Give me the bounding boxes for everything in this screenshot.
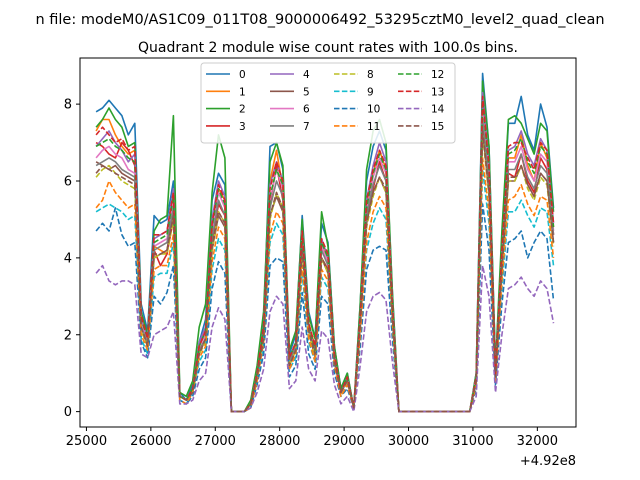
legend-label-15: 15 (431, 121, 444, 133)
legend-label-8: 8 (367, 69, 374, 81)
legend-label-7: 7 (303, 121, 310, 133)
x-tick-label: 28000 (259, 434, 300, 449)
legend-label-0: 0 (239, 69, 246, 81)
legend-box (200, 62, 456, 144)
x-tick-label: 29000 (323, 434, 364, 449)
legend-label-5: 5 (303, 86, 310, 98)
legend-label-14: 14 (431, 104, 445, 116)
y-tick-label: 2 (64, 328, 72, 343)
series-line-9 (95, 168, 555, 413)
series-layer (95, 72, 555, 413)
legend-label-10: 10 (367, 104, 380, 116)
legend-label-11: 11 (367, 121, 380, 133)
legend-label-13: 13 (431, 86, 444, 98)
legend-label-12: 12 (431, 69, 444, 81)
x-tick-label: 26000 (130, 434, 171, 449)
chart-title: Quadrant 2 module wise count rates with … (138, 40, 518, 56)
y-tick-label: 4 (64, 251, 72, 266)
x-tick-label: 32000 (517, 434, 558, 449)
series-line-13 (95, 95, 555, 413)
legend-label-3: 3 (239, 121, 246, 133)
figure-suptitle: n file: modeM0/AS1C09_011T08_9000006492_… (35, 12, 604, 28)
series-line-14 (95, 264, 555, 413)
legend-label-2: 2 (239, 104, 246, 116)
x-axis: 25000 26000 27000 28000 29000 30000 31000 32000 (66, 427, 558, 449)
y-tick-label: 8 (64, 98, 72, 113)
x-tick-label: 27000 (195, 434, 236, 449)
legend-label-1: 1 (239, 86, 246, 98)
x-offset-label: +4.92e8 (520, 454, 576, 469)
x-tick-label: 31000 (452, 434, 493, 449)
y-axis: 0 2 4 6 8 (64, 98, 80, 420)
legend-label-9: 9 (367, 86, 374, 98)
series-line-15 (95, 130, 555, 413)
x-tick-label: 25000 (66, 434, 107, 449)
y-tick-label: 6 (64, 175, 72, 190)
x-tick-label: 30000 (388, 434, 429, 449)
legend-label-4: 4 (303, 69, 310, 81)
legend-label-6: 6 (303, 104, 310, 116)
plot-area-frame (79, 57, 577, 428)
y-tick-label: 0 (64, 405, 72, 420)
series-line-11 (95, 157, 555, 413)
series-line-10 (95, 203, 555, 413)
